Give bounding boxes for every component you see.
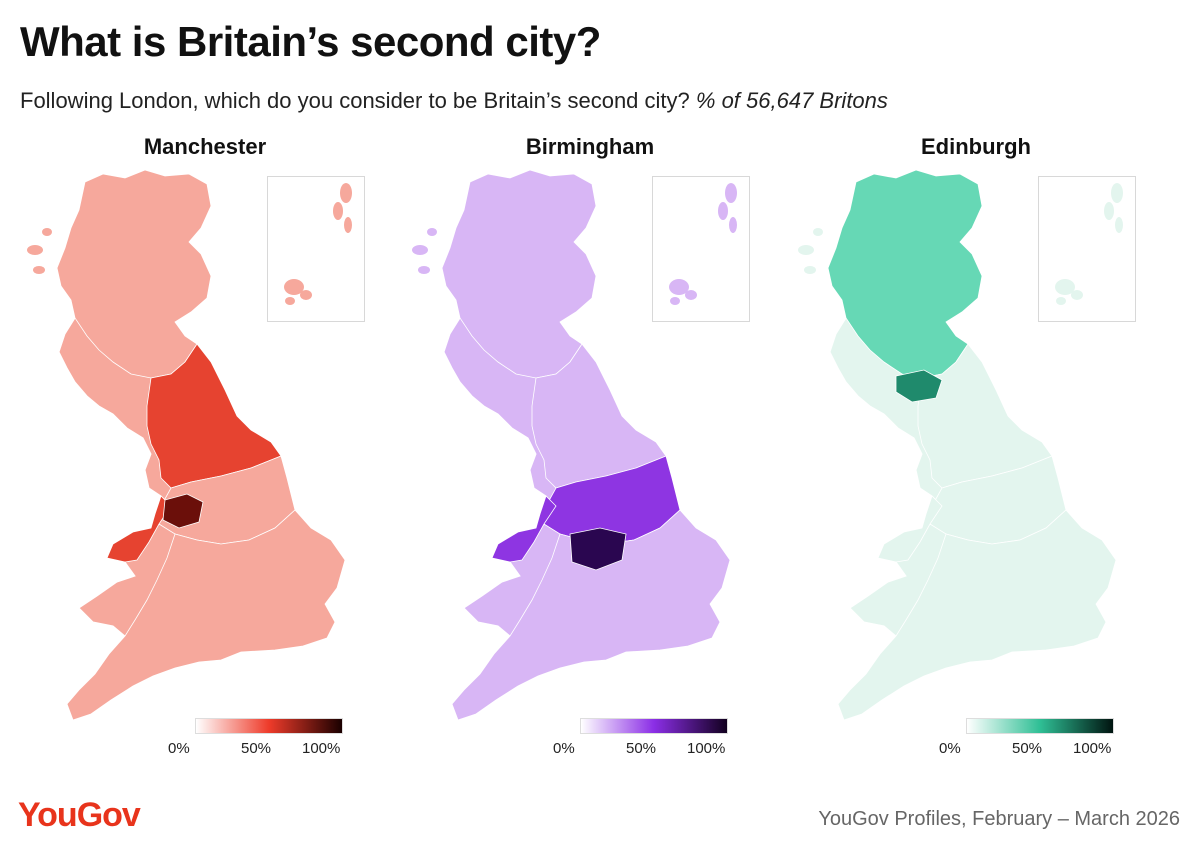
map-region (56, 169, 212, 379)
subtitle-base: % of 56,647 Britons (695, 88, 888, 113)
uk-map (798, 169, 1117, 721)
inset-island (1115, 217, 1123, 233)
island (427, 228, 437, 236)
map-region (895, 369, 943, 403)
inset-island (284, 279, 304, 295)
color-legend: 0% 50% 100% (939, 718, 1139, 760)
inset-island (1056, 297, 1066, 305)
map-region (451, 509, 731, 721)
inset-island (670, 297, 680, 305)
shetland-inset (267, 176, 365, 322)
panel-title: Manchester (143, 134, 267, 159)
inset-island (285, 297, 295, 305)
island (418, 266, 430, 274)
map-region (491, 495, 557, 563)
island (412, 245, 428, 255)
inset-island (1111, 183, 1123, 203)
map-panel-birmingham: Birmingham 0% 50% 100% (400, 130, 780, 770)
color-legend: 0% 50% 100% (553, 718, 753, 760)
legend-tick-0: 0% (168, 740, 190, 757)
color-legend: 0% 50% 100% (168, 718, 368, 760)
inset-island (729, 217, 737, 233)
map-region (837, 509, 1117, 721)
chart-subtitle: Following London, which do you consider … (20, 88, 888, 114)
map-panel-edinburgh: Edinburgh 0% 50% 100% (786, 130, 1166, 770)
legend-tick-100: 100% (687, 740, 726, 757)
subtitle-question: Following London, which do you consider … (20, 88, 690, 113)
legend-tick-100: 100% (302, 740, 341, 757)
inset-island (725, 183, 737, 203)
island (27, 245, 43, 255)
map-region (66, 509, 346, 721)
inset-island (685, 290, 697, 300)
map-region (827, 169, 983, 379)
legend-gradient-bar (195, 718, 343, 734)
map-region (441, 169, 597, 379)
uk-map (412, 169, 731, 721)
map-region (569, 527, 627, 571)
legend-tick-50: 50% (241, 740, 272, 757)
legend-gradient-bar (966, 718, 1114, 734)
inset-island (669, 279, 689, 295)
legend-tick-100: 100% (1073, 740, 1112, 757)
map-region (877, 495, 943, 563)
uk-map (27, 169, 346, 721)
legend-gradient-bar (580, 718, 728, 734)
island (804, 266, 816, 274)
inset-island (333, 202, 343, 220)
map-region (106, 495, 172, 563)
chart-title: What is Britain’s second city? (20, 18, 601, 65)
yougov-logo: YouGov (18, 796, 141, 834)
inset-island (340, 183, 352, 203)
panel-title: Edinburgh (921, 134, 1031, 159)
island (42, 228, 52, 236)
shetland-inset (652, 176, 750, 322)
map-region (162, 493, 204, 529)
map-panel-manchester: Manchester 0% 50% 100% (15, 130, 395, 770)
panel-title: Birmingham (525, 134, 655, 159)
legend-tick-50: 50% (1012, 740, 1043, 757)
shetland-inset (1038, 176, 1136, 322)
inset-island (1104, 202, 1114, 220)
inset-island (300, 290, 312, 300)
legend-tick-50: 50% (626, 740, 657, 757)
island (813, 228, 823, 236)
island (33, 266, 45, 274)
inset-island (344, 217, 352, 233)
inset-island (718, 202, 728, 220)
inset-island (1071, 290, 1083, 300)
legend-tick-0: 0% (553, 740, 575, 757)
island (798, 245, 814, 255)
source-note: YouGov Profiles, February – March 2026 (818, 808, 1180, 830)
inset-island (1055, 279, 1075, 295)
legend-tick-0: 0% (939, 740, 961, 757)
